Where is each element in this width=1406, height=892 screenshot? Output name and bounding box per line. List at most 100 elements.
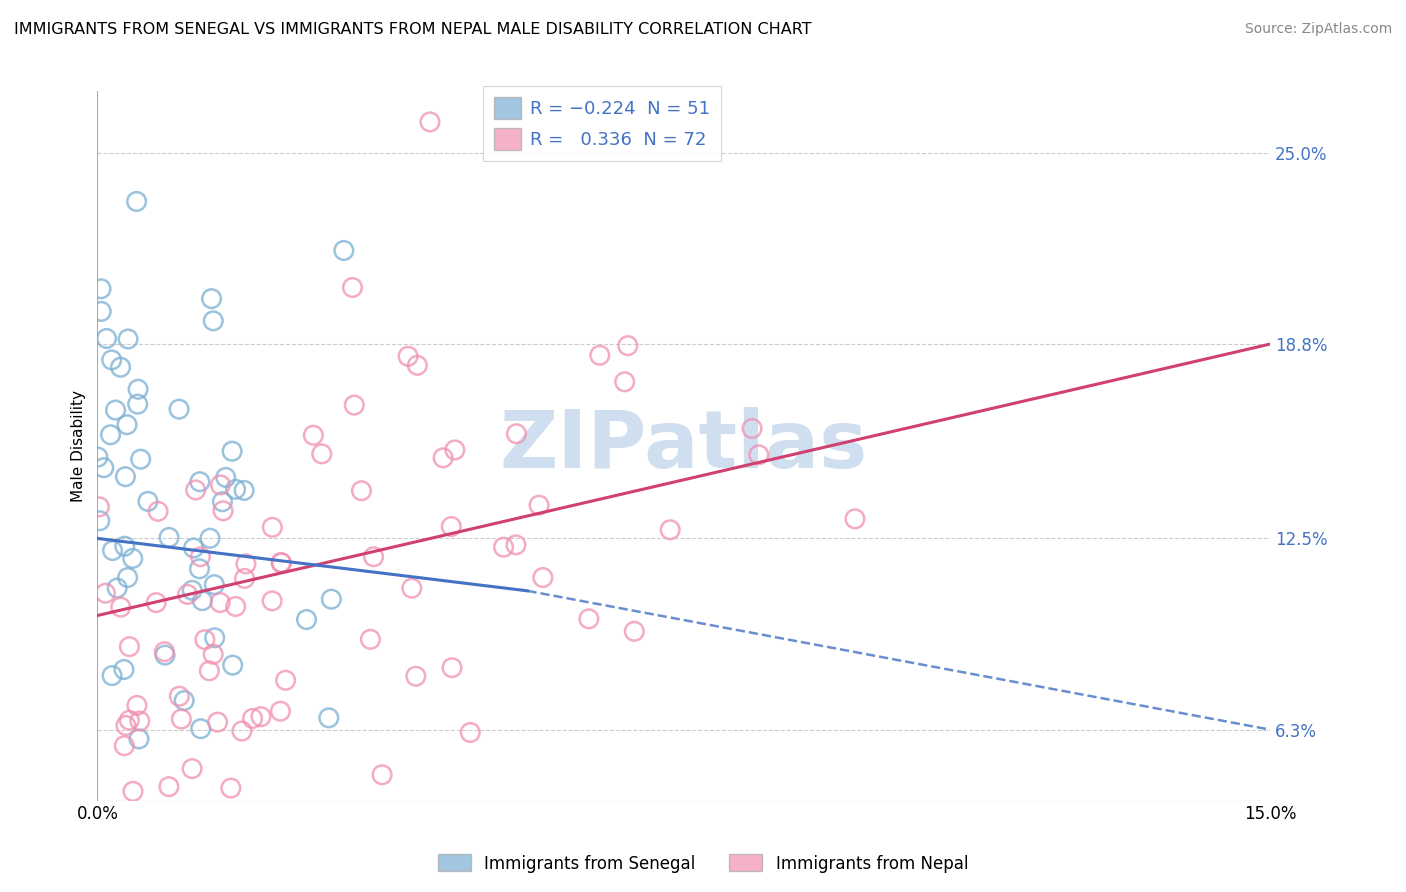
Point	[225, 599, 247, 614]
Point	[748, 448, 770, 462]
Point	[231, 724, 253, 739]
Point	[167, 402, 190, 417]
Point	[333, 244, 356, 258]
Legend: R = −0.224  N = 51, R =   0.336  N = 72: R = −0.224 N = 51, R = 0.336 N = 72	[482, 86, 721, 161]
Point	[225, 483, 247, 497]
Point	[112, 739, 135, 753]
Point	[221, 444, 243, 458]
Point	[262, 520, 284, 534]
Point	[96, 331, 118, 345]
Point	[371, 768, 394, 782]
Point	[110, 360, 132, 375]
Point	[578, 612, 600, 626]
Point	[89, 500, 111, 514]
Point	[269, 704, 291, 718]
Point	[233, 571, 256, 585]
Point	[350, 483, 373, 498]
Point	[440, 519, 463, 533]
Point	[198, 664, 221, 678]
Point	[125, 194, 148, 209]
Point	[153, 645, 176, 659]
Point	[190, 549, 212, 564]
Point	[589, 348, 612, 362]
Point	[94, 586, 117, 600]
Point	[318, 711, 340, 725]
Point	[157, 531, 180, 545]
Point	[211, 494, 233, 508]
Point	[219, 781, 242, 796]
Point	[153, 648, 176, 662]
Point	[183, 541, 205, 555]
Point	[623, 624, 645, 639]
Point	[121, 551, 143, 566]
Point	[295, 613, 318, 627]
Point	[613, 375, 636, 389]
Point	[274, 673, 297, 688]
Point	[531, 570, 554, 584]
Point	[128, 714, 150, 728]
Point	[110, 600, 132, 615]
Point	[125, 698, 148, 713]
Point	[202, 314, 225, 328]
Point	[190, 722, 212, 736]
Point	[207, 715, 229, 730]
Point	[396, 349, 419, 363]
Point	[145, 596, 167, 610]
Point	[270, 556, 292, 570]
Point	[181, 583, 204, 598]
Point	[173, 693, 195, 707]
Point	[115, 718, 138, 732]
Point	[118, 640, 141, 654]
Point	[114, 539, 136, 553]
Point	[176, 587, 198, 601]
Point	[441, 661, 464, 675]
Point	[204, 631, 226, 645]
Y-axis label: Male Disability: Male Disability	[72, 390, 86, 502]
Point	[209, 596, 232, 610]
Point	[270, 556, 292, 570]
Point	[101, 668, 124, 682]
Point	[342, 280, 364, 294]
Point	[104, 403, 127, 417]
Point	[343, 398, 366, 412]
Point	[122, 784, 145, 798]
Point	[191, 593, 214, 607]
Point	[844, 512, 866, 526]
Point	[458, 725, 481, 739]
Point	[127, 397, 149, 411]
Text: Source: ZipAtlas.com: Source: ZipAtlas.com	[1244, 22, 1392, 37]
Point	[169, 690, 191, 704]
Point	[117, 570, 139, 584]
Point	[432, 450, 454, 465]
Point	[443, 442, 465, 457]
Point	[492, 540, 515, 554]
Point	[117, 332, 139, 346]
Legend: Immigrants from Senegal, Immigrants from Nepal: Immigrants from Senegal, Immigrants from…	[432, 847, 974, 880]
Point	[233, 483, 256, 498]
Point	[401, 581, 423, 595]
Point	[406, 359, 429, 373]
Point	[114, 469, 136, 483]
Point	[127, 382, 149, 396]
Point	[188, 475, 211, 489]
Text: ZIPatlas: ZIPatlas	[499, 407, 868, 485]
Point	[215, 470, 238, 484]
Point	[505, 426, 527, 441]
Point	[741, 421, 763, 435]
Point	[221, 658, 243, 673]
Point	[419, 115, 441, 129]
Point	[617, 338, 640, 352]
Point	[202, 577, 225, 591]
Point	[209, 478, 232, 492]
Point	[198, 531, 221, 545]
Point	[311, 447, 333, 461]
Point	[105, 581, 128, 595]
Point	[505, 538, 527, 552]
Point	[262, 594, 284, 608]
Point	[136, 494, 159, 508]
Point	[170, 712, 193, 726]
Point	[115, 417, 138, 432]
Point	[212, 504, 235, 518]
Point	[118, 713, 141, 727]
Point	[194, 632, 217, 647]
